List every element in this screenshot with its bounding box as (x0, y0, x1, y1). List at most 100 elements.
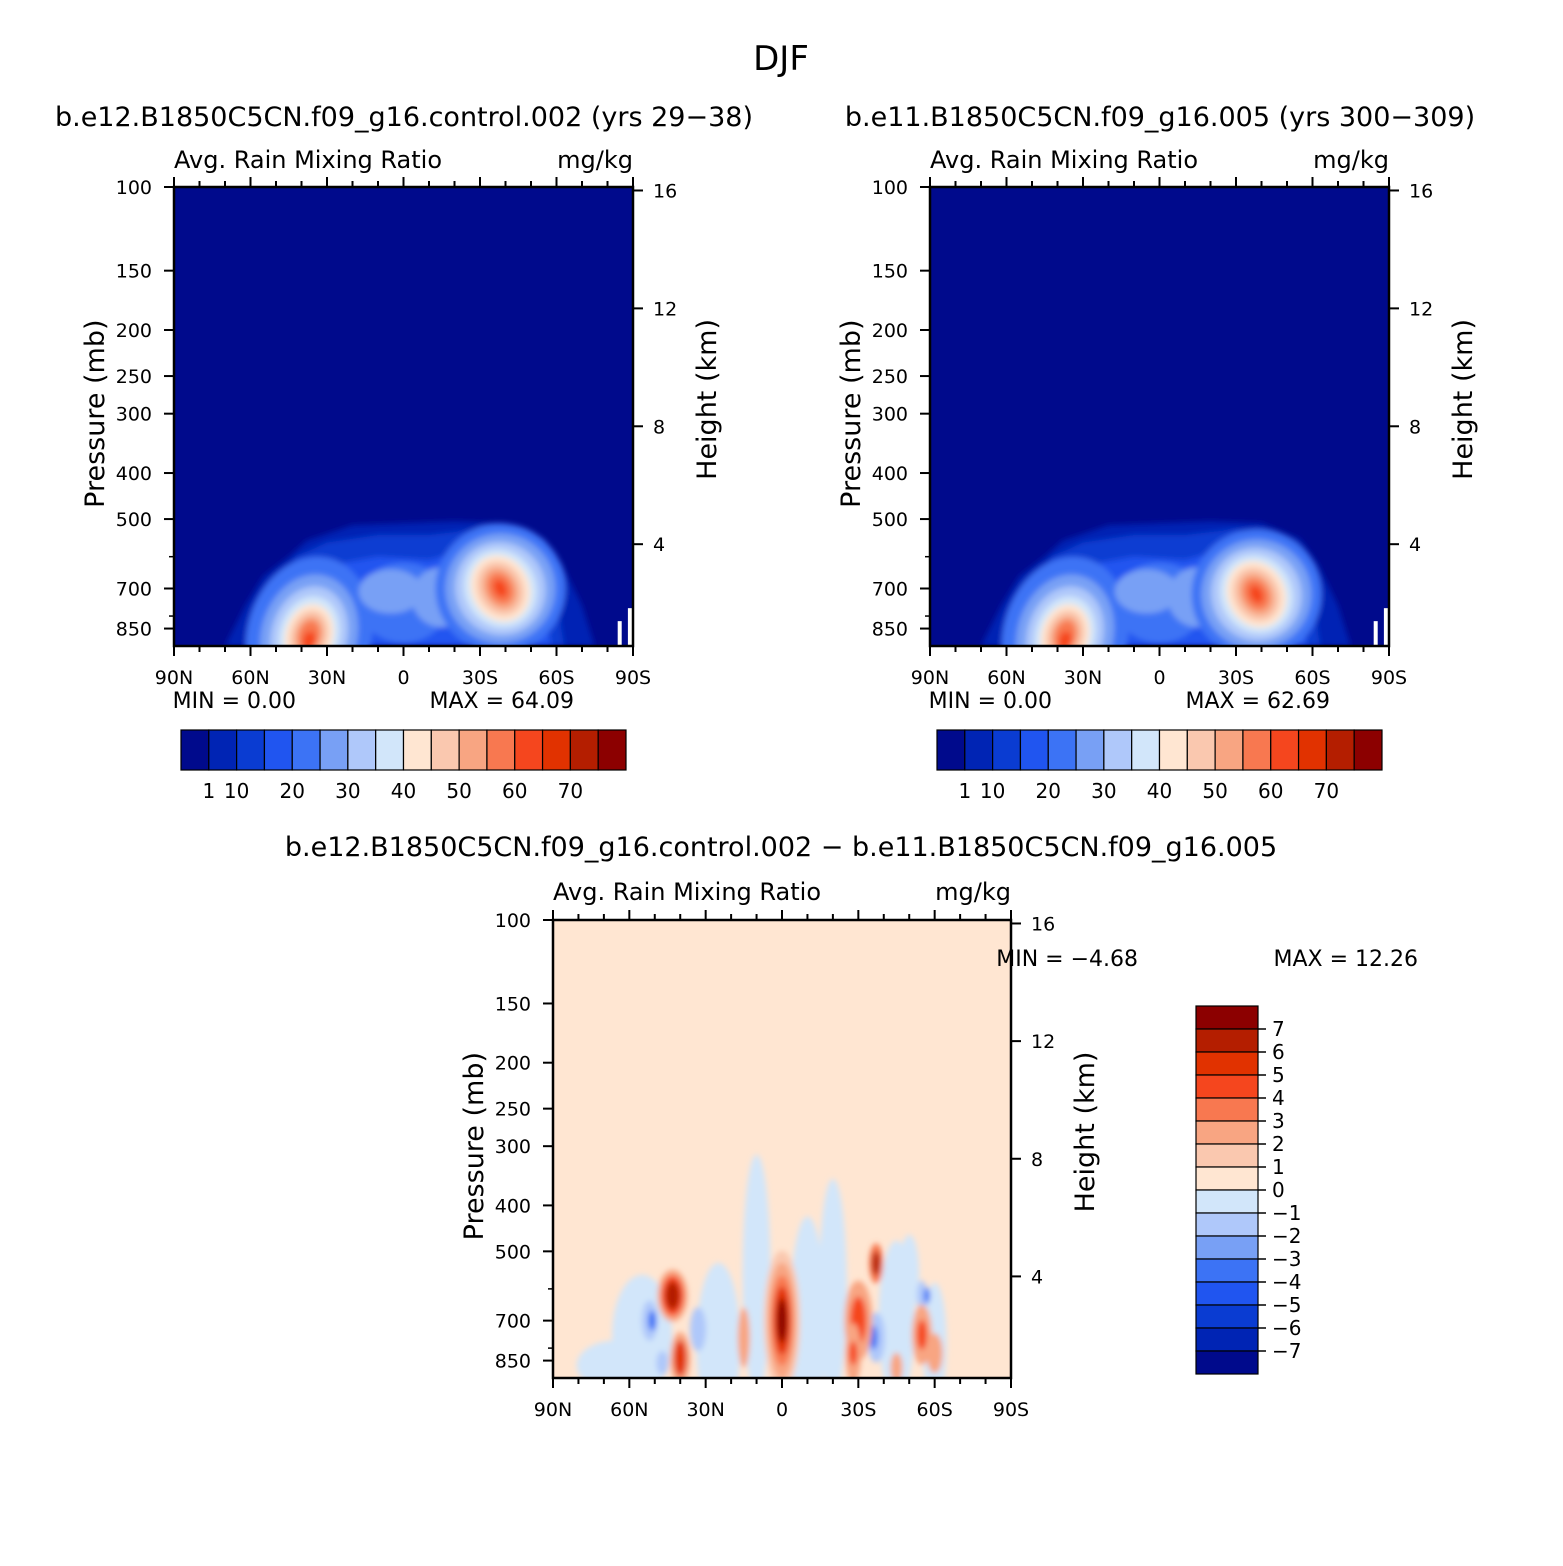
positive-level-3 (926, 1333, 943, 1374)
colorbar-swatch (1195, 1120, 1259, 1145)
colorbar-swatch (291, 729, 321, 771)
colorbar-label: 40 (1147, 779, 1172, 803)
colorbar-label: −6 (1272, 1316, 1301, 1340)
colorbar-label: −7 (1272, 1339, 1301, 1363)
x-tick-label: 0 (776, 1399, 788, 1421)
colorbar-label: 1 (202, 779, 215, 803)
colorbar-swatch (180, 729, 210, 771)
y2-tick-label: 16 (1031, 913, 1055, 935)
colorbar-label: −5 (1272, 1293, 1301, 1317)
y2-tick-label: 4 (1031, 1266, 1043, 1288)
y-tick-label: 400 (495, 1195, 531, 1217)
colorbar-swatch (1019, 729, 1049, 771)
colorbar-swatch (1325, 729, 1355, 771)
y-tick-label: 250 (495, 1099, 531, 1121)
y2-tick-label: 12 (653, 298, 677, 320)
colorbar-label: 60 (1258, 779, 1283, 803)
panel-title: b.e12.B1850C5CN.f09_g16.control.002 (yrs… (55, 102, 753, 133)
y-tick-label: 400 (116, 463, 152, 485)
colorbar-swatch (1195, 1350, 1259, 1375)
y-tick-label: 500 (495, 1241, 531, 1263)
panel-title: b.e12.B1850C5CN.f09_g16.control.002 − b.… (285, 832, 1277, 863)
y-tick-label: 500 (872, 509, 908, 531)
colorbar-swatch (1242, 729, 1272, 771)
axes: 100 150 200 250 300 400 500 700 850 16 12 8 4 90N 60N 3… (80, 177, 723, 689)
colorbar-swatch (1075, 729, 1105, 771)
colorbar-swatch (236, 729, 266, 771)
negative-level-2 (916, 1280, 927, 1311)
colorbar-label: 60 (502, 779, 527, 803)
contour-field (553, 920, 1011, 1378)
y-tick-label: 150 (872, 261, 908, 283)
colorbar-swatch (569, 729, 599, 771)
colorbar-swatch (1214, 729, 1244, 771)
colorbar-swatch (1195, 1327, 1259, 1352)
colorbar-label: 1 (1272, 1155, 1285, 1179)
left-string: Avg. Rain Mixing Ratio (930, 146, 1198, 174)
colorbar-swatch (1195, 1051, 1259, 1076)
colorbar-label: 3 (1272, 1109, 1285, 1133)
colorbar-swatch (208, 729, 238, 771)
colorbar-swatch (541, 729, 571, 771)
x-tick-label: 60S (917, 1399, 953, 1421)
colorbar-swatch (458, 729, 488, 771)
tropical-level-5 (358, 569, 423, 614)
x-tick-label: 0 (1153, 667, 1165, 689)
colorbar-swatch (486, 729, 516, 771)
colorbar-swatch (1195, 1281, 1259, 1306)
colorbar-label: 5 (1272, 1063, 1285, 1087)
y-tick-label: 700 (872, 578, 908, 600)
colorbar-swatch (1195, 1143, 1259, 1168)
panel-difference: b.e12.B1850C5CN.f09_g16.control.002 − b.… (285, 832, 1418, 1421)
colorbar-swatch (1297, 729, 1327, 771)
axes: 100 150 200 250 300 400 500 700 850 16 12 8 4 90N 60N 3… (459, 910, 1101, 1421)
y-tick-label: 100 (872, 177, 908, 199)
contour-field (930, 187, 1389, 646)
y-tick-label: 850 (116, 619, 152, 641)
negative-level-4 (924, 1287, 931, 1304)
colorbar-swatch (1195, 1005, 1259, 1030)
y-tick-label: 400 (872, 463, 908, 485)
max-label: MAX = 12.26 (1273, 947, 1418, 972)
positive-level-3 (890, 1352, 903, 1378)
tropical-level-5 (1114, 569, 1179, 614)
y-tick-label: 700 (116, 578, 152, 600)
colorbar-label: 30 (335, 779, 360, 803)
max-label: MAX = 64.09 (429, 689, 574, 714)
x-tick-label: 30S (840, 1399, 876, 1421)
missing-data (1383, 608, 1389, 646)
colorbar-swatch (992, 729, 1022, 771)
min-label: MIN = −4.68 (996, 947, 1138, 972)
panel-control: b.e12.B1850C5CN.f09_g16.control.002 (yrs… (55, 102, 753, 803)
right-string: mg/kg (935, 878, 1011, 906)
y-tick-label: 300 (116, 404, 152, 426)
y2-tick-label: 4 (653, 534, 665, 556)
colorbar-swatch (402, 729, 432, 771)
y-axis-label: Pressure (mb) (80, 319, 111, 507)
x-tick-label: 60N (231, 667, 269, 689)
colorbar-swatch (1270, 729, 1300, 771)
figure-title: DJF (753, 39, 809, 79)
panel-experiment: b.e11.B1850C5CN.f09_g16.005 (yrs 300−309… (836, 102, 1479, 803)
colorbar-swatch (347, 729, 377, 771)
colorbar-swatch (597, 729, 627, 771)
colorbar-label: 70 (1314, 779, 1339, 803)
negative-level-1 (696, 1262, 741, 1378)
contour-shading (225, 521, 595, 646)
x-tick-label: 90N (534, 1399, 572, 1421)
sh-level-12 (493, 579, 508, 598)
colorbar-label: 10 (980, 779, 1005, 803)
right-string: mg/kg (1313, 146, 1389, 174)
x-tick-label: 90S (1371, 667, 1407, 689)
colorbar-swatch (375, 729, 405, 771)
colorbar-swatch (1131, 729, 1161, 771)
y-tick-label: 150 (116, 261, 152, 283)
positive-level-5 (916, 1319, 927, 1350)
y-tick-label: 250 (872, 366, 908, 388)
negative-level-2 (690, 1307, 707, 1352)
colorbar-swatch (1195, 1097, 1259, 1122)
negative-level-1 (576, 1340, 657, 1378)
positive-level-5 (849, 1341, 858, 1366)
colorbar-label: −4 (1272, 1270, 1301, 1294)
